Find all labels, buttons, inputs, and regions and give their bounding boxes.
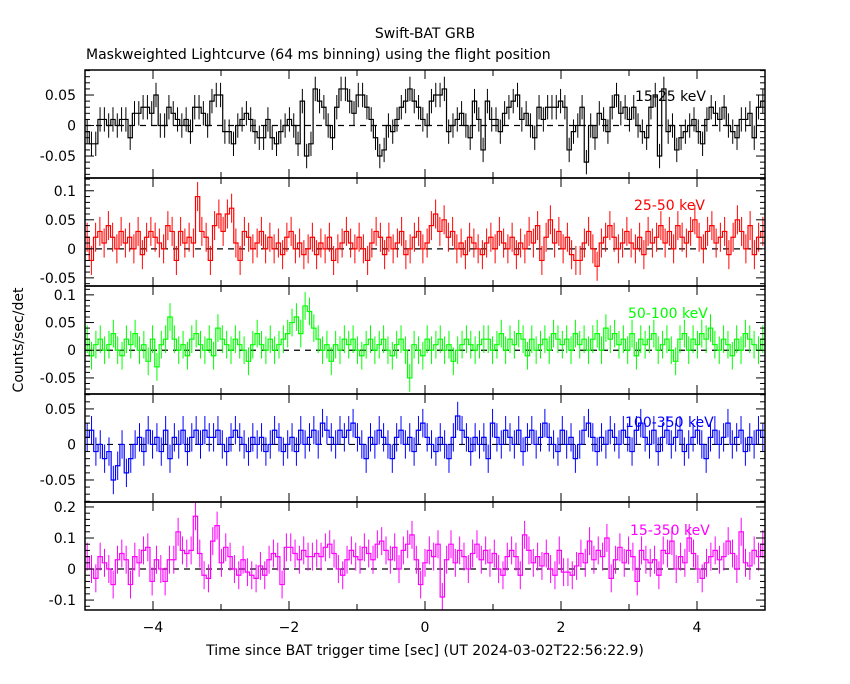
lightcurve-series xyxy=(85,305,765,379)
x-tick-label: −4 xyxy=(143,620,164,636)
y-tick-label: 0.05 xyxy=(45,88,76,104)
panel-50-100-keV: 0.1 0.05 0 -0.05 50-100 keV xyxy=(40,285,766,395)
band-label: 15-350 keV xyxy=(630,523,710,539)
x-tick-label: −2 xyxy=(279,620,300,636)
y-tick-label: 0.1 xyxy=(54,288,76,304)
y-tick-label: 0.05 xyxy=(45,402,76,418)
x-tick-label: 0 xyxy=(421,620,430,636)
x-tick-label: 2 xyxy=(557,620,566,636)
panel-15-350-keV: 0.2 0.1 0 -0.1 15-350 keV xyxy=(49,500,766,611)
panel-15-25-keV: 0.05 0 -0.05 15-25 keV xyxy=(40,69,766,179)
y-tick-label: -0.05 xyxy=(40,271,76,287)
band-label: 15-25 keV xyxy=(635,89,706,105)
chart-subtitle: Maskweighted Lightcurve (64 ms binning) … xyxy=(86,47,551,63)
y-tick-label: 0.1 xyxy=(54,531,76,547)
x-axis-label: Time since BAT trigger time [sec] (UT 20… xyxy=(205,643,644,659)
y-tick-label: 0 xyxy=(67,562,76,578)
y-tick-label: -0.05 xyxy=(40,371,76,387)
chart-title: Swift-BAT GRB xyxy=(375,26,475,42)
y-tick-label: 0.1 xyxy=(54,184,76,200)
y-tick-label: -0.05 xyxy=(40,149,76,165)
y-axis-label: Counts/sec/det xyxy=(11,287,27,392)
y-tick-label: 0.05 xyxy=(45,213,76,229)
y-tick-label: 0.05 xyxy=(45,316,76,332)
y-tick-label: 0 xyxy=(67,242,76,258)
y-tick-label: 0 xyxy=(67,343,76,359)
lightcurve-series xyxy=(85,88,765,163)
lightcurve-series xyxy=(85,195,765,267)
y-tick-label: 0.2 xyxy=(54,500,76,516)
band-label: 100-350 keV xyxy=(625,415,714,431)
panel-25-50-keV: 0.1 0.05 0 -0.05 25-50 keV xyxy=(40,177,766,287)
y-tick-label: 0 xyxy=(67,437,76,453)
y-tick-label: -0.1 xyxy=(49,593,76,609)
band-label: 25-50 keV xyxy=(634,198,705,214)
y-tick-label: 0 xyxy=(67,119,76,135)
y-tick-label: -0.05 xyxy=(40,473,76,489)
lightcurve-series xyxy=(85,415,765,481)
band-label: 50-100 keV xyxy=(628,306,708,322)
lightcurve-series xyxy=(85,515,765,598)
x-tick-label: 4 xyxy=(693,620,702,636)
panel-100-350-keV: 0.05 0 -0.05 100-350 keV xyxy=(40,393,766,503)
